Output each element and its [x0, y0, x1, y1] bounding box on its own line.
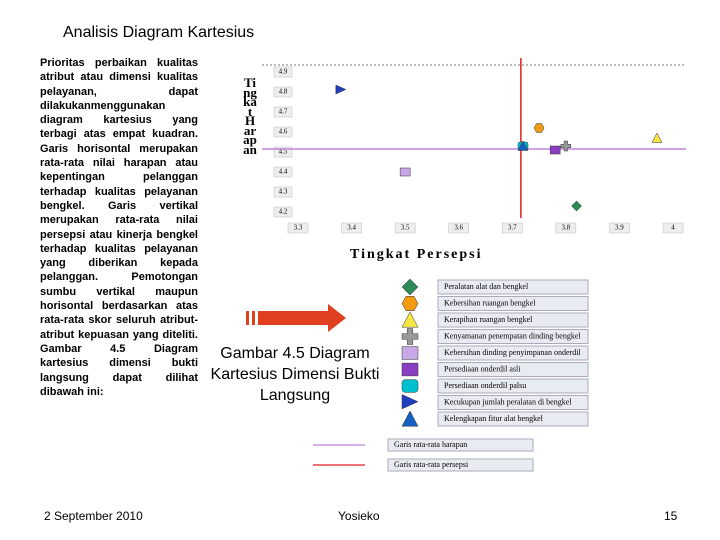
y-tick-label: 4.4 — [279, 168, 288, 176]
legend-label: Garis rata-rata harapan — [394, 440, 467, 449]
slide-title: Analisis Diagram Kartesius — [63, 24, 255, 41]
y-tick-box — [273, 186, 293, 198]
marker — [549, 145, 561, 155]
x-axis-title: Tingkat Persepsi — [350, 247, 483, 262]
y-tick-box — [273, 86, 293, 98]
x-tick-label: 4 — [671, 224, 675, 232]
x-tick-box — [394, 222, 416, 234]
legend-box — [437, 329, 589, 344]
body-text: Prioritas perbaikan kualitas atribut ata… — [40, 57, 198, 398]
y-tick-label: 4.7 — [279, 108, 288, 116]
y-tick-box — [273, 166, 293, 178]
x-tick-label: 3.5 — [401, 224, 410, 232]
legend-label: Peralatan alat dan bengkel — [444, 282, 529, 291]
legend-label: Kebersihan dinding penyimpanan onderdil — [444, 348, 581, 357]
x-tick-box — [502, 222, 523, 234]
marker — [651, 132, 663, 143]
legend-box — [387, 438, 534, 452]
x-tick-label: 3.7 — [508, 224, 517, 232]
x-tick-label: 3.8 — [561, 224, 570, 232]
legend-label: Kebersihan ruangan bengkel — [444, 298, 536, 307]
y-tick-box — [273, 146, 293, 158]
x-tick-box — [448, 222, 469, 234]
marker — [401, 346, 419, 360]
legend-label: Kenyamanan penempatan dinding bengkel — [444, 331, 581, 340]
marker — [399, 167, 411, 177]
y-tick-label: 4.6 — [279, 128, 288, 136]
marker — [401, 311, 419, 328]
y-tick-box — [273, 126, 293, 138]
caption: Gambar 4.5 Diagram Kartesius Dimensi Buk… — [210, 345, 380, 404]
marker — [335, 84, 347, 95]
legend-box — [437, 345, 589, 361]
legend-label: Kecukupan jumlah peralatan di bengkel — [444, 397, 572, 406]
y-tick-label: 4.9 — [279, 68, 288, 76]
x-tick-box — [287, 222, 309, 234]
y-tick-label: 4.2 — [279, 208, 288, 216]
y-axis-title: Tingkat Harapan — [243, 75, 257, 157]
y-tick-box — [273, 206, 293, 218]
x-tick-box — [341, 222, 362, 234]
y-tick-label: 4.8 — [279, 88, 288, 96]
marker — [533, 123, 545, 133]
marker — [517, 140, 529, 151]
legend-label: Garis rata-rata persepsi — [394, 460, 469, 469]
legend-box — [437, 378, 589, 394]
y-tick-box — [273, 106, 293, 118]
legend-label: Kelengkapan fitur alat bengkel — [444, 414, 544, 423]
legend-box — [437, 362, 589, 377]
y-tick-label: 4.3 — [279, 188, 288, 196]
marker — [401, 410, 419, 427]
legend-label: Persediaan onderdil palsu — [444, 381, 526, 390]
legend-label: Kerapihan ruangan bengkel — [444, 315, 533, 324]
x-tick-label: 3.9 — [615, 224, 624, 232]
legend-box — [437, 279, 589, 295]
legend-label: Persediaan onderdil asli — [444, 364, 521, 373]
x-tick-box — [555, 222, 577, 234]
legend-box — [387, 458, 534, 472]
marker — [401, 328, 419, 345]
legend-box — [437, 395, 589, 410]
marker — [401, 379, 419, 393]
y-tick-label: 4.5 — [279, 148, 288, 156]
marker — [401, 278, 419, 296]
x-tick-label: 3.3 — [294, 224, 303, 232]
date: 2 September 2010 — [44, 509, 143, 523]
page-number: 15 — [664, 509, 678, 523]
marker — [571, 200, 582, 212]
author: Yosieko — [338, 509, 380, 523]
y-tick-box — [273, 66, 293, 78]
marker — [401, 296, 419, 311]
x-tick-label: 3.4 — [347, 224, 356, 232]
marker — [560, 140, 572, 152]
x-tick-box — [662, 222, 684, 234]
legend-box — [437, 312, 589, 328]
marker — [401, 362, 419, 377]
arrow — [246, 304, 346, 332]
marker — [401, 394, 419, 410]
legend-box — [437, 296, 589, 311]
x-tick-box — [609, 222, 630, 234]
legend-box — [437, 411, 589, 427]
x-tick-label: 3.6 — [454, 224, 463, 232]
